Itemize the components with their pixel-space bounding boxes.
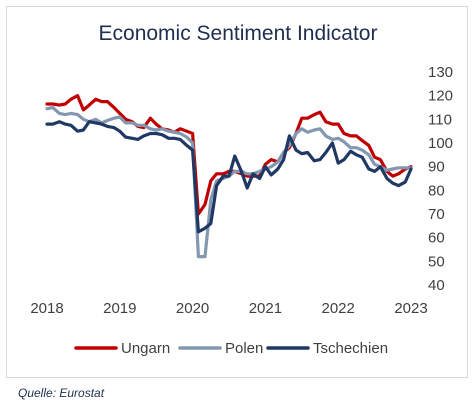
series-lines (45, 94, 413, 259)
legend-label-tschechien: Tschechien (313, 340, 388, 357)
y-tick-label: 130 (428, 64, 453, 81)
y-axis-ticks: 130 120 110 100 90 80 70 60 50 40 (428, 64, 453, 294)
y-tick-label: 90 (428, 159, 445, 176)
legend-label-ungarn: Ungarn (121, 340, 170, 357)
y-tick-label: 80 (428, 182, 445, 199)
y-tick-label: 40 (428, 277, 445, 294)
y-tick-label: 110 (428, 111, 452, 128)
legend-label-polen: Polen (225, 340, 263, 357)
source-note: Quelle: Eurostat (18, 386, 105, 400)
series-line-tschechien (45, 120, 413, 234)
chart-frame (6, 6, 468, 378)
x-axis-ticks: 2018 2019 2020 2021 2022 2023 (30, 300, 427, 317)
y-tick-label: 70 (428, 206, 445, 223)
x-tick-label: 2020 (176, 300, 209, 317)
y-tick-label: 50 (428, 253, 445, 270)
y-tick-label: 60 (428, 230, 445, 247)
x-tick-label: 2023 (394, 300, 427, 317)
x-tick-label: 2021 (249, 300, 282, 317)
chart-title: Economic Sentiment Indicator (98, 22, 378, 45)
legend: Ungarn Polen Tschechien (74, 340, 388, 357)
x-tick-label: 2022 (322, 300, 355, 317)
series-line-polen (45, 105, 413, 259)
y-tick-label: 120 (428, 88, 453, 105)
x-tick-label: 2018 (30, 300, 63, 317)
y-tick-label: 100 (428, 135, 453, 152)
x-tick-label: 2019 (103, 300, 136, 317)
